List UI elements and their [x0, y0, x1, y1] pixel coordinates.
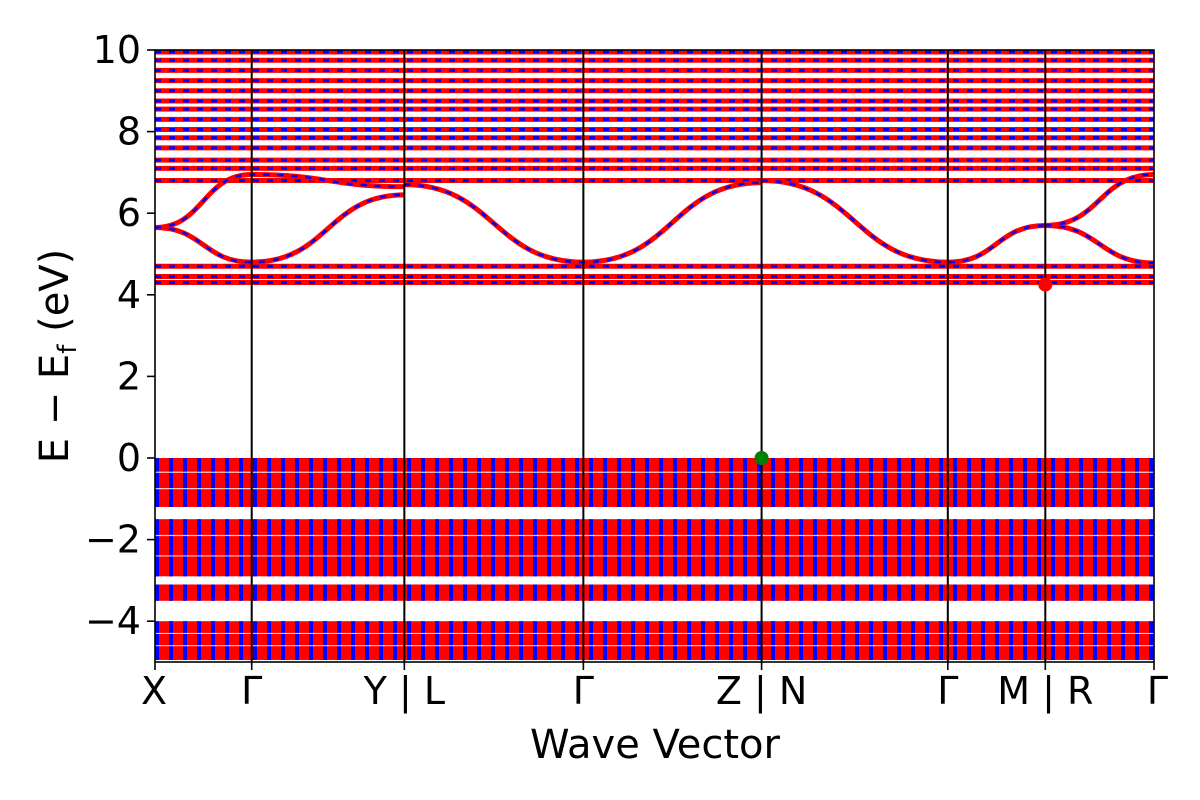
x-tick-label: M | R — [997, 669, 1093, 714]
band-edge-markers — [754, 277, 1053, 465]
x-tick-label: Γ — [241, 669, 262, 713]
y-tick-label: 0 — [117, 436, 141, 480]
plot-border — [154, 49, 1155, 663]
x-tick-label: Γ — [573, 669, 594, 713]
x-tick-label: Γ — [1147, 669, 1168, 713]
y-axis-label: E − Ef (eV) — [32, 249, 83, 464]
x-tick-label: X — [141, 669, 167, 713]
x-tick-label: Γ — [937, 669, 958, 713]
x-axis-ticks: X Γ Y | L Γ Z | N Γ M | R Γ — [141, 662, 1168, 714]
valence-band-block — [155, 584, 1154, 601]
y-axis-label-unit: (eV) — [32, 249, 78, 345]
dispersive-band-spin-down — [761, 179, 1046, 264]
x-tick-label: Y | L — [363, 669, 445, 714]
y-tick-label: −2 — [85, 518, 141, 562]
y-tick-label: 10 — [93, 28, 141, 72]
dispersive-band-spin-down — [1045, 224, 1154, 265]
y-axis-ticks: −4 −2 0 2 4 6 8 10 — [85, 28, 155, 643]
valence-band-block — [155, 458, 1154, 507]
dispersive-band-spin-down — [155, 193, 405, 264]
y-tick-label: 8 — [117, 110, 141, 154]
dispersive-band-spin-up — [761, 178, 1046, 265]
bands-layer — [155, 50, 1154, 660]
y-tick-label: −4 — [85, 599, 141, 643]
dispersive-band-spin-up — [155, 192, 405, 265]
y-tick-label: 2 — [117, 354, 141, 398]
plot-frame — [154, 49, 1155, 663]
y-tick-label: 4 — [117, 273, 141, 317]
dispersive-band-spin-down — [1045, 173, 1154, 227]
y-axis-label-subscript: f — [53, 344, 83, 354]
x-axis-label: Wave Vector — [530, 722, 781, 768]
y-axis-label-main: E − E — [32, 354, 78, 464]
high-symmetry-lines — [250, 50, 1047, 662]
x-tick-label: Z | N — [716, 669, 807, 714]
valence-band-block — [155, 621, 1154, 660]
marker-vbm — [754, 451, 769, 465]
marker-cbm — [1038, 277, 1053, 292]
y-tick-label: 6 — [117, 191, 141, 235]
valence-band-block — [155, 519, 1154, 577]
